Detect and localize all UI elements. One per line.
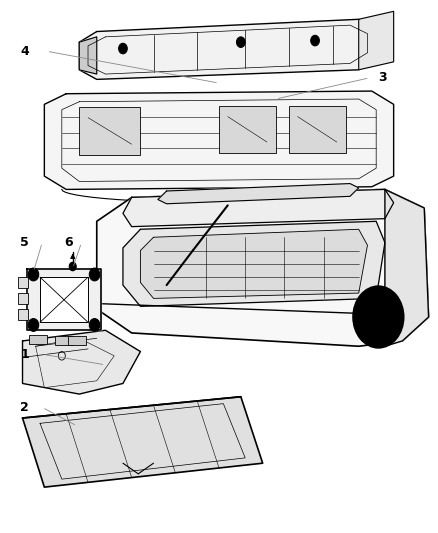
Polygon shape: [141, 229, 367, 298]
Polygon shape: [123, 189, 394, 227]
Polygon shape: [385, 189, 428, 346]
Circle shape: [28, 268, 39, 281]
Polygon shape: [40, 277, 88, 322]
Polygon shape: [79, 37, 97, 74]
Circle shape: [362, 297, 395, 337]
Circle shape: [237, 37, 245, 47]
Bar: [68, 336, 86, 345]
Polygon shape: [359, 11, 394, 70]
Circle shape: [69, 262, 76, 271]
Bar: [29, 335, 46, 344]
Polygon shape: [22, 330, 141, 394]
Circle shape: [353, 286, 404, 348]
Circle shape: [372, 309, 385, 325]
Circle shape: [311, 35, 319, 46]
Bar: [55, 336, 73, 345]
Polygon shape: [123, 221, 385, 306]
Polygon shape: [79, 19, 385, 79]
Polygon shape: [44, 91, 394, 189]
Polygon shape: [158, 183, 359, 204]
Polygon shape: [22, 397, 263, 487]
Bar: [289, 106, 346, 153]
Text: 6: 6: [64, 236, 73, 249]
Text: 3: 3: [378, 71, 387, 84]
Text: 4: 4: [20, 45, 29, 58]
Circle shape: [89, 268, 100, 281]
Bar: [18, 277, 28, 288]
Text: 2: 2: [20, 401, 29, 414]
Polygon shape: [27, 269, 101, 330]
Bar: [79, 107, 141, 155]
Text: 5: 5: [20, 236, 29, 249]
Bar: [18, 293, 28, 304]
Circle shape: [89, 319, 100, 332]
Bar: [18, 309, 28, 320]
Text: 1: 1: [20, 348, 29, 361]
Circle shape: [28, 319, 39, 332]
Circle shape: [119, 43, 127, 54]
Polygon shape: [97, 189, 428, 346]
Bar: [219, 106, 276, 153]
